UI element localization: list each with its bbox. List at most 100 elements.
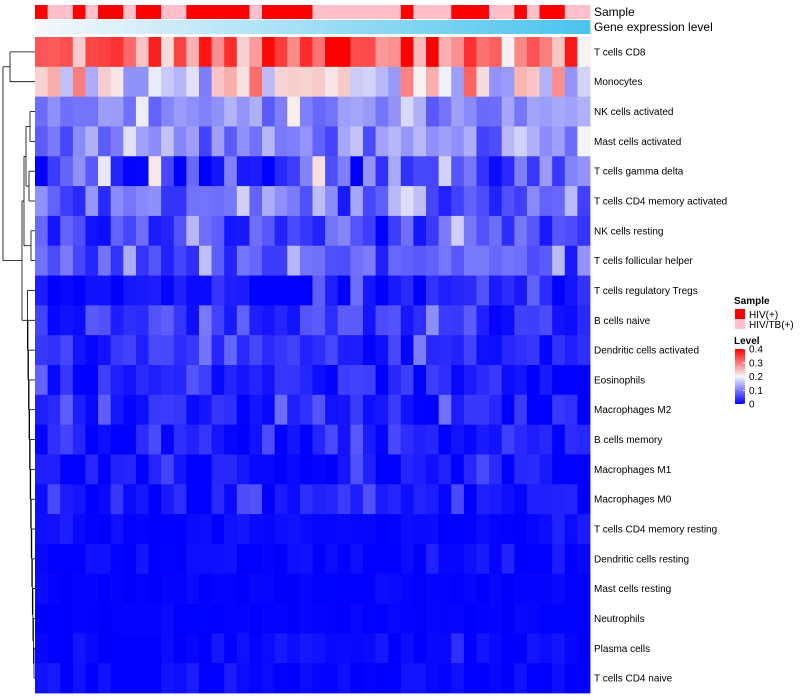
heatmap-cell xyxy=(350,245,364,276)
heatmap-cell xyxy=(362,365,376,396)
heatmap-cell xyxy=(413,454,427,485)
heatmap-cell xyxy=(552,484,566,515)
heatmap-cell xyxy=(489,484,503,515)
heatmap-cell xyxy=(476,37,490,68)
heatmap-cell xyxy=(388,484,402,515)
heatmap-cell xyxy=(337,37,351,68)
heatmap-cell xyxy=(463,424,477,455)
heatmap-cell xyxy=(552,603,566,634)
heatmap-cell xyxy=(98,633,112,664)
heatmap-cell xyxy=(224,275,238,306)
heatmap-cell xyxy=(60,305,74,336)
heatmap-cell xyxy=(426,365,440,396)
heatmap-cell xyxy=(35,335,49,366)
heatmap-cell xyxy=(249,186,263,217)
heatmap-cell xyxy=(539,245,553,276)
heatmap-cell xyxy=(463,603,477,634)
heatmap-cell xyxy=(438,215,452,247)
heatmap-cell xyxy=(362,275,376,306)
expression-annotation-cell xyxy=(72,20,86,34)
heatmap-cell xyxy=(236,37,250,68)
heatmap-cell xyxy=(325,514,339,545)
heatmap-cell xyxy=(262,126,276,157)
expression-annotation-cell xyxy=(186,20,200,34)
heatmap-cell xyxy=(476,663,490,694)
heatmap-cell xyxy=(514,365,528,396)
heatmap-cell xyxy=(274,365,288,396)
heatmap-cell xyxy=(72,305,86,336)
heatmap-cell xyxy=(375,215,389,247)
heatmap-cell xyxy=(577,215,591,247)
heatmap-cell xyxy=(539,663,553,694)
sample-annotation-cell xyxy=(249,5,263,19)
heatmap-cell xyxy=(224,156,238,187)
heatmap-cell xyxy=(400,454,414,485)
heatmap-cell xyxy=(514,96,528,127)
expression-annotation-cell xyxy=(224,20,238,34)
heatmap-cell xyxy=(375,484,389,515)
heatmap-cell xyxy=(85,663,99,694)
heatmap-cell xyxy=(173,215,187,247)
heatmap-cell xyxy=(224,543,238,575)
heatmap-cell xyxy=(337,156,351,187)
heatmap-cell xyxy=(123,66,137,98)
heatmap-cell xyxy=(312,573,326,604)
heatmap-cell xyxy=(438,37,452,68)
heatmap-cell xyxy=(211,156,225,187)
heatmap-cell xyxy=(98,454,112,485)
heatmap-cell xyxy=(312,275,326,306)
heatmap-cell xyxy=(236,573,250,604)
heatmap-cell xyxy=(564,215,578,247)
heatmap-cell xyxy=(224,484,238,515)
heatmap-cell xyxy=(173,186,187,217)
heatmap-cell xyxy=(476,275,490,306)
heatmap-cell xyxy=(489,603,503,634)
heatmap-cell xyxy=(299,126,313,157)
heatmap-cell xyxy=(337,514,351,545)
heatmap-cell xyxy=(198,37,212,68)
heatmap-cell xyxy=(526,245,540,276)
heatmap-cell xyxy=(564,365,578,396)
heatmap-cell xyxy=(173,37,187,68)
heatmap-cell xyxy=(299,484,313,515)
expression-annotation-cell xyxy=(287,20,301,34)
heatmap-cell xyxy=(186,603,200,634)
heatmap-cell xyxy=(577,514,591,545)
heatmap-cell xyxy=(375,186,389,217)
heatmap-cell xyxy=(110,394,124,426)
heatmap-cell xyxy=(476,66,490,98)
heatmap-cell xyxy=(476,394,490,426)
heatmap-cell xyxy=(186,305,200,336)
heatmap-cell xyxy=(249,96,263,127)
heatmap-cell xyxy=(236,663,250,694)
heatmap-cell xyxy=(388,424,402,455)
heatmap-cell xyxy=(375,156,389,187)
heatmap-cell xyxy=(135,663,149,694)
heatmap-cell xyxy=(287,215,301,247)
heatmap-cell xyxy=(173,335,187,366)
heatmap-cell xyxy=(85,335,99,366)
heatmap-cell xyxy=(148,484,162,515)
sample-annotation-cell xyxy=(463,5,477,19)
heatmap-cell xyxy=(123,663,137,694)
heatmap-cell xyxy=(135,305,149,336)
heatmap-cell xyxy=(161,305,175,336)
heatmap-cell xyxy=(211,394,225,426)
heatmap-cell xyxy=(299,66,313,98)
heatmap-cell xyxy=(539,156,553,187)
heatmap-cell xyxy=(337,454,351,485)
heatmap-cell xyxy=(262,454,276,485)
heatmap-cell xyxy=(388,305,402,336)
heatmap-cell xyxy=(325,454,339,485)
heatmap-cell xyxy=(236,543,250,575)
heatmap-cell xyxy=(350,424,364,455)
heatmap-cell xyxy=(552,335,566,366)
expression-annotation-cell xyxy=(173,20,187,34)
heatmap-cell xyxy=(85,66,99,98)
sample-annotation-cell xyxy=(501,5,515,19)
heatmap-cell xyxy=(135,454,149,485)
heatmap-cell xyxy=(362,424,376,455)
heatmap-cell xyxy=(451,335,465,366)
heatmap-cell xyxy=(299,454,313,485)
heatmap-cell xyxy=(501,126,515,157)
